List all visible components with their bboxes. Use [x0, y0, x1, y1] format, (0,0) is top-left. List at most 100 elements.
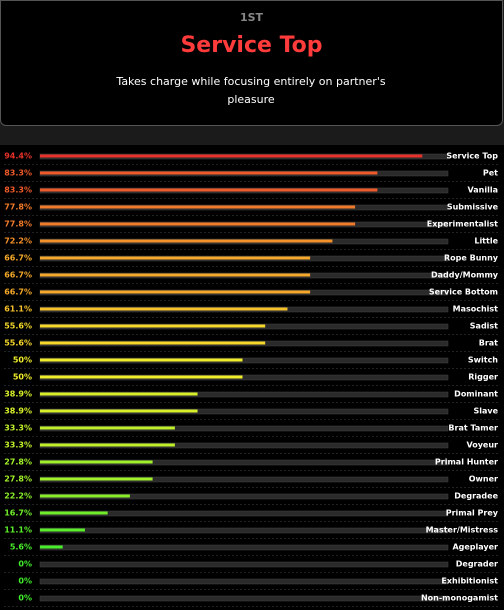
bar — [40, 358, 243, 362]
category-label: Degrader — [456, 560, 498, 569]
category-label: Slave — [473, 407, 498, 416]
bar-track — [39, 289, 449, 296]
bar — [40, 188, 378, 192]
category-label: Masochist — [453, 305, 499, 314]
category-label: Dominant — [454, 390, 498, 399]
value-label: 50% — [13, 373, 32, 382]
value-label: 33.3% — [4, 441, 32, 450]
bar-track — [39, 476, 449, 483]
bar-track — [39, 493, 449, 500]
value-label: 61.1% — [4, 305, 32, 314]
bar-track — [39, 595, 449, 602]
category-label: Primal Prey — [446, 509, 499, 518]
category-label: Little — [474, 237, 498, 246]
value-label: 0% — [18, 577, 32, 586]
value-label: 38.9% — [4, 407, 32, 416]
category-label: Voyeur — [466, 441, 498, 450]
value-label: 66.7% — [4, 288, 32, 297]
bar — [40, 409, 198, 413]
value-label: 55.6% — [4, 339, 32, 348]
category-label: Exhibitionist — [441, 577, 498, 586]
bar — [40, 494, 130, 498]
category-label: Brat — [479, 339, 498, 348]
category-label: Brat Tamer — [448, 424, 498, 433]
result-card: 1ST Service Top Takes charge while focus… — [0, 0, 503, 126]
bar-track — [39, 272, 449, 279]
bar — [40, 290, 311, 294]
category-label: Daddy/Mommy — [431, 271, 499, 280]
value-label: 83.3% — [4, 169, 32, 178]
bar-track — [39, 357, 449, 364]
category-label: Ageplayer — [452, 543, 498, 552]
bar-track — [39, 578, 449, 585]
value-label: 66.7% — [4, 271, 32, 280]
value-label: 66.7% — [4, 254, 32, 263]
bar — [40, 205, 356, 209]
bar-track — [39, 238, 449, 245]
value-label: 77.8% — [4, 220, 32, 229]
bar-track — [39, 255, 449, 262]
category-label: Rigger — [468, 373, 498, 382]
bar — [40, 460, 153, 464]
bar-track — [39, 510, 449, 517]
category-label: Service Top — [446, 152, 498, 161]
bar — [40, 171, 378, 175]
value-label: 5.6% — [10, 543, 32, 552]
value-label: 33.3% — [4, 424, 32, 433]
value-label: 11.1% — [4, 526, 32, 535]
bar — [40, 222, 356, 226]
category-label: Switch — [468, 356, 498, 365]
bar-track — [39, 221, 449, 228]
value-label: 27.8% — [4, 475, 32, 484]
bar — [40, 375, 243, 379]
bar-track — [39, 527, 449, 534]
bar — [40, 341, 266, 345]
bar-track — [39, 408, 449, 415]
bar — [40, 324, 266, 328]
bar-track — [39, 323, 449, 330]
value-label: 83.3% — [4, 186, 32, 195]
bar-track — [39, 204, 449, 211]
bar — [40, 307, 288, 311]
bar — [40, 154, 423, 158]
bar — [40, 528, 85, 532]
value-label: 0% — [18, 560, 32, 569]
bar — [40, 239, 333, 243]
bar — [40, 426, 175, 430]
value-label: 50% — [13, 356, 32, 365]
category-label: Vanilla — [468, 186, 498, 195]
bar — [40, 256, 311, 260]
category-label: Owner — [469, 475, 498, 484]
bar — [40, 477, 153, 481]
bar-track — [39, 170, 449, 177]
bar-track — [39, 442, 449, 449]
bar-track — [39, 425, 449, 432]
category-label: Pet — [483, 169, 498, 178]
category-label: Service Bottom — [429, 288, 498, 297]
description: Takes charge while focusing entirely on … — [116, 75, 386, 106]
category-label: Degradee — [454, 492, 498, 501]
bar — [40, 511, 108, 515]
bar-track — [39, 544, 449, 551]
category-label: Master/Mistress — [426, 526, 499, 535]
category-label: Submissive — [447, 203, 499, 212]
bar — [40, 273, 311, 277]
category-label: Rope Bunny — [444, 254, 499, 263]
chart-bg — [0, 145, 504, 610]
value-label: 94.4% — [4, 152, 32, 161]
category-label: Experimentalist — [427, 220, 498, 229]
value-label: 22.2% — [4, 492, 32, 501]
value-label: 38.9% — [4, 390, 32, 399]
bar-track — [39, 459, 449, 466]
category-label: Sadist — [470, 322, 498, 331]
bar — [40, 392, 198, 396]
value-label: 72.2% — [4, 237, 32, 246]
value-label: 27.8% — [4, 458, 32, 467]
value-label: 55.6% — [4, 322, 32, 331]
result-title: Service Top — [180, 33, 323, 58]
rank: 1ST — [239, 11, 264, 24]
value-label: 16.7% — [4, 509, 32, 518]
category-label: Non-monogamist — [421, 594, 498, 603]
bar-track — [39, 561, 449, 568]
